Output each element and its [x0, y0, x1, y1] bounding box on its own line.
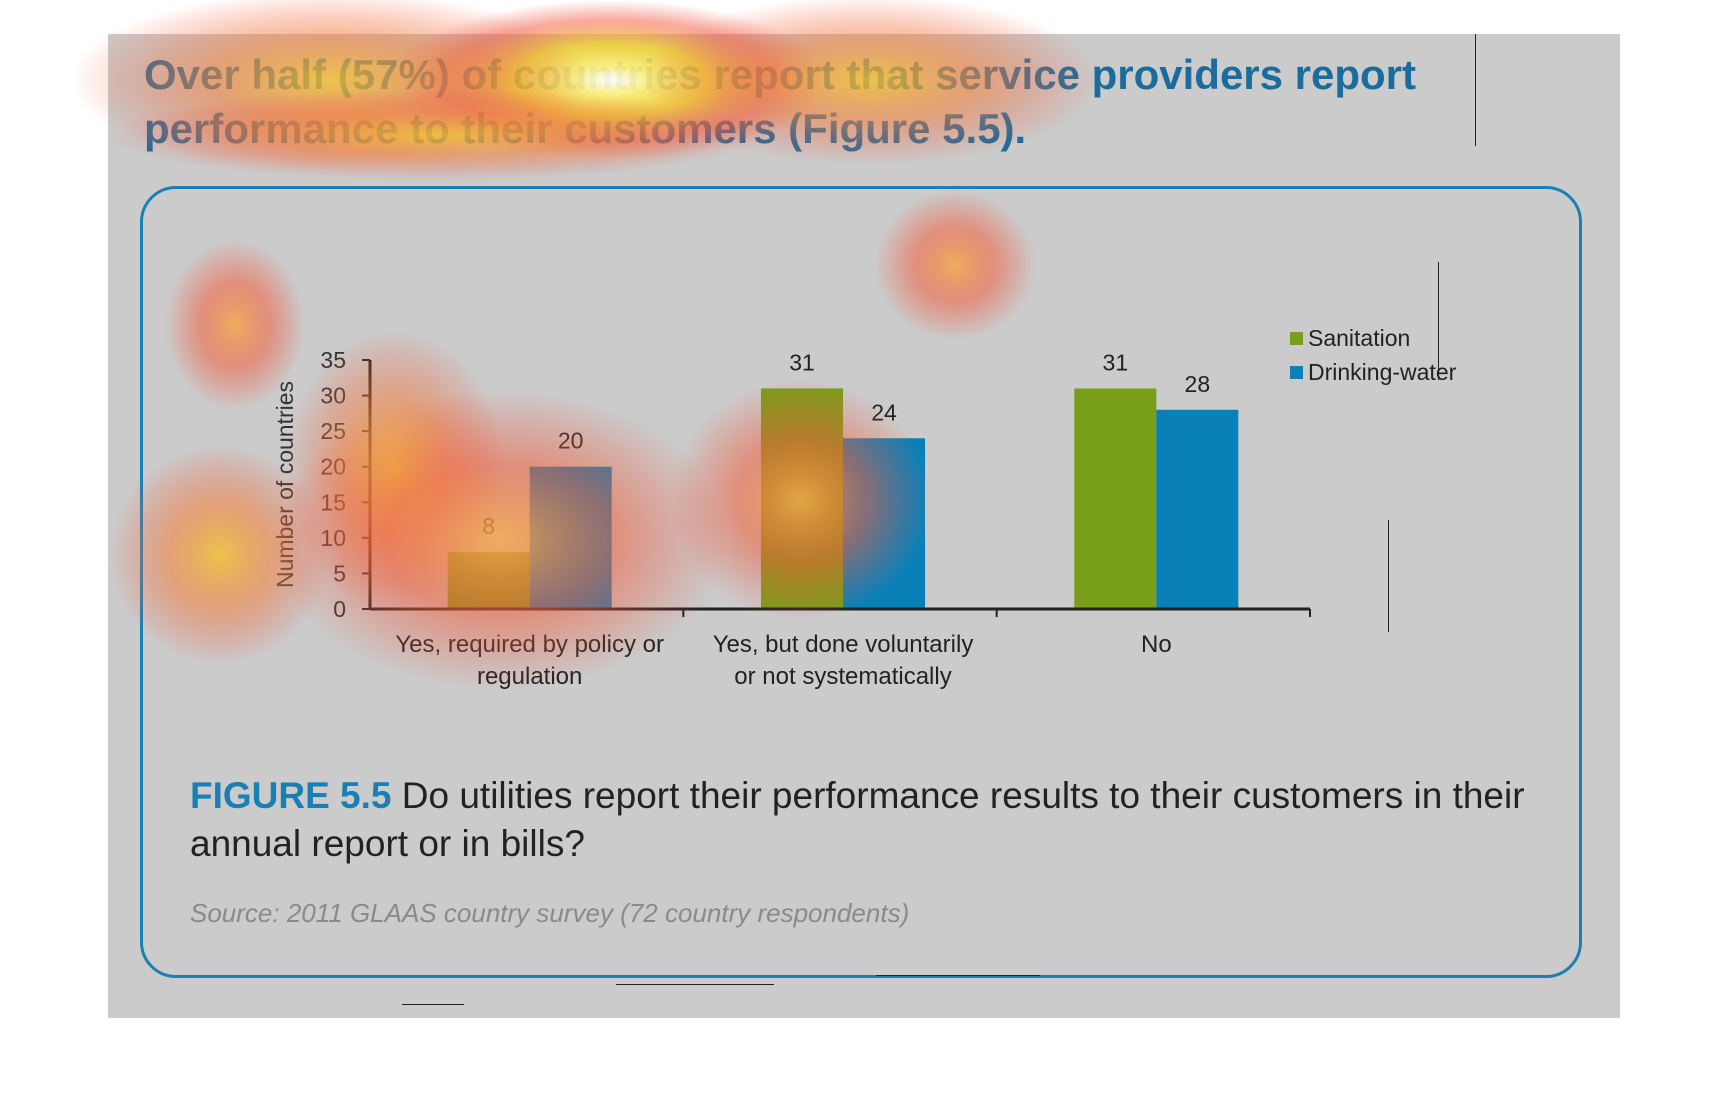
annotation-stroke — [1388, 520, 1389, 632]
bar-value-label: 8 — [482, 513, 495, 539]
bar-value-label: 31 — [1103, 349, 1129, 375]
bar-value-label: 31 — [789, 349, 815, 375]
annotation-stroke — [402, 1004, 464, 1005]
x-category-label: No — [1141, 631, 1172, 658]
y-tick-label: 30 — [320, 383, 346, 409]
x-category-label: Yes, required by policy or — [395, 631, 664, 658]
y-tick-label: 10 — [320, 525, 346, 551]
bar-drinking-water — [843, 438, 925, 608]
bar-chart: 0 5 10 15 20 25 30 35 Number of countries 8 20 Yes,… — [272, 325, 1457, 690]
bar-value-label: 24 — [871, 399, 897, 425]
y-tick-label: 15 — [320, 489, 346, 515]
y-axis-title: Number of countries — [272, 381, 298, 588]
annotation-stroke — [1438, 262, 1439, 380]
legend-swatch-sanitation — [1290, 332, 1303, 345]
x-category-label: regulation — [477, 663, 582, 690]
annotation-stroke — [616, 984, 774, 985]
y-tick-label: 0 — [333, 596, 346, 622]
legend-swatch-drinking-water — [1290, 366, 1303, 379]
annotation-stroke — [876, 975, 1040, 976]
bar-sanitation — [447, 552, 530, 608]
slide: Over half (57%) of countries report that… — [108, 34, 1620, 1018]
bar-drinking-water — [1156, 409, 1239, 608]
y-tick-label: 20 — [320, 454, 346, 480]
figure-caption-text: Do utilities report their performance re… — [190, 775, 1525, 864]
bar-sanitation — [761, 388, 843, 608]
x-category-label: or not systematically — [734, 663, 951, 690]
bar-drinking-water — [529, 466, 612, 608]
legend-label: Drinking-water — [1308, 359, 1457, 385]
figure-caption-label: FIGURE 5.5 — [190, 775, 392, 816]
annotation-stroke — [1475, 34, 1476, 146]
bar-value-label: 20 — [558, 428, 584, 454]
x-category-label: Yes, but done voluntarily — [713, 631, 974, 658]
bar-sanitation — [1074, 388, 1157, 608]
source-note: Source: 2011 GLAAS country survey (72 co… — [190, 898, 910, 928]
bar-value-label: 28 — [1185, 371, 1211, 397]
legend-label: Sanitation — [1308, 325, 1410, 351]
y-tick-label: 35 — [320, 347, 346, 373]
y-tick-label: 5 — [333, 560, 346, 586]
figure-caption: FIGURE 5.5 Do utilities report their per… — [190, 772, 1550, 868]
y-tick-label: 25 — [320, 418, 346, 444]
